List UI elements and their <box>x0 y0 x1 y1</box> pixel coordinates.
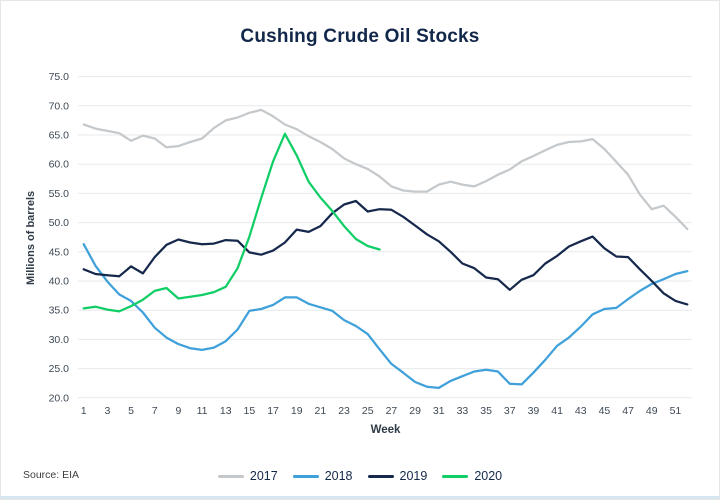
y-tick-label: 75.0 <box>49 71 70 83</box>
accent-bar <box>1 496 719 499</box>
chart-canvas: 75.0 70.0 65.0 60.0 55.0 50.0 45.0 40.0 35.0 30.0… <box>49 71 692 417</box>
legend-label: 2018 <box>324 469 353 483</box>
x-tick-label: 45 <box>599 405 611 417</box>
x-tick-label: 15 <box>244 405 256 417</box>
y-tick-label: 60.0 <box>49 159 70 171</box>
legend-swatch-2018 <box>292 474 319 478</box>
x-tick-label: 33 <box>457 405 469 417</box>
source-note: Source: EIA <box>23 469 80 481</box>
x-tick-label: 9 <box>175 405 181 417</box>
y-tick-label: 50.0 <box>49 217 70 229</box>
x-tick-label: 17 <box>267 405 279 417</box>
legend-swatch-2019 <box>367 474 394 478</box>
x-tick-label: 25 <box>362 405 374 417</box>
y-tick-label: 45.0 <box>49 246 70 258</box>
x-tick-label: 19 <box>291 405 303 417</box>
legend-label: 2017 <box>249 469 278 483</box>
legend-item-2020[interactable]: 2020 <box>442 469 502 483</box>
legend-swatch-2020 <box>442 474 469 478</box>
x-tick-label: 43 <box>575 405 587 417</box>
y-tick-label: 40.0 <box>49 276 70 288</box>
series-line-2020 <box>82 132 381 313</box>
x-tick-label: 39 <box>528 405 540 417</box>
x-tick-label: 49 <box>646 405 658 417</box>
x-tick-label: 31 <box>433 405 445 417</box>
y-tick-label: 30.0 <box>49 334 70 346</box>
x-tick-label: 5 <box>128 405 134 417</box>
y-tick-label: 65.0 <box>49 130 70 142</box>
x-tick-label: 41 <box>551 405 563 417</box>
x-tick-label: 37 <box>504 405 516 417</box>
x-tick-label: 7 <box>152 405 158 417</box>
x-tick-label: 47 <box>622 405 634 417</box>
legend-item-2017[interactable]: 2017 <box>217 469 278 483</box>
x-axis-title: Week <box>370 424 401 436</box>
y-tick-label: 20.0 <box>49 392 70 404</box>
x-tick-label: 27 <box>386 405 398 417</box>
legend-label: 2020 <box>474 469 503 483</box>
x-tick-label: 21 <box>315 405 327 417</box>
y-tick-label: 70.0 <box>49 100 70 112</box>
x-tick-label: 3 <box>104 405 110 417</box>
x-tick-label: 35 <box>480 405 492 417</box>
legend-swatch-2017 <box>217 474 244 478</box>
series-line-2018 <box>82 243 689 390</box>
x-tick-label: 1 <box>81 405 87 417</box>
x-tick-label: 29 <box>409 405 421 417</box>
series-line-2019 <box>82 199 689 306</box>
x-tick-label: 23 <box>338 405 350 417</box>
legend-label: 2019 <box>399 469 428 483</box>
legend-item-2019[interactable]: 2019 <box>367 469 428 483</box>
y-tick-label: 35.0 <box>49 305 70 317</box>
series-line-2017 <box>82 108 689 231</box>
chart-title: Cushing Crude Oil Stocks <box>240 26 480 47</box>
legend: 2017 2018 2019 2020 <box>1 469 719 483</box>
x-tick-label: 11 <box>197 405 208 417</box>
y-tick-label: 55.0 <box>49 188 70 200</box>
y-axis-title: Millions of barrels <box>25 190 37 286</box>
x-tick-label: 13 <box>220 405 232 417</box>
x-tick-label: 51 <box>670 405 682 417</box>
legend-item-2018[interactable]: 2018 <box>292 469 353 483</box>
y-tick-label: 25.0 <box>49 363 70 375</box>
